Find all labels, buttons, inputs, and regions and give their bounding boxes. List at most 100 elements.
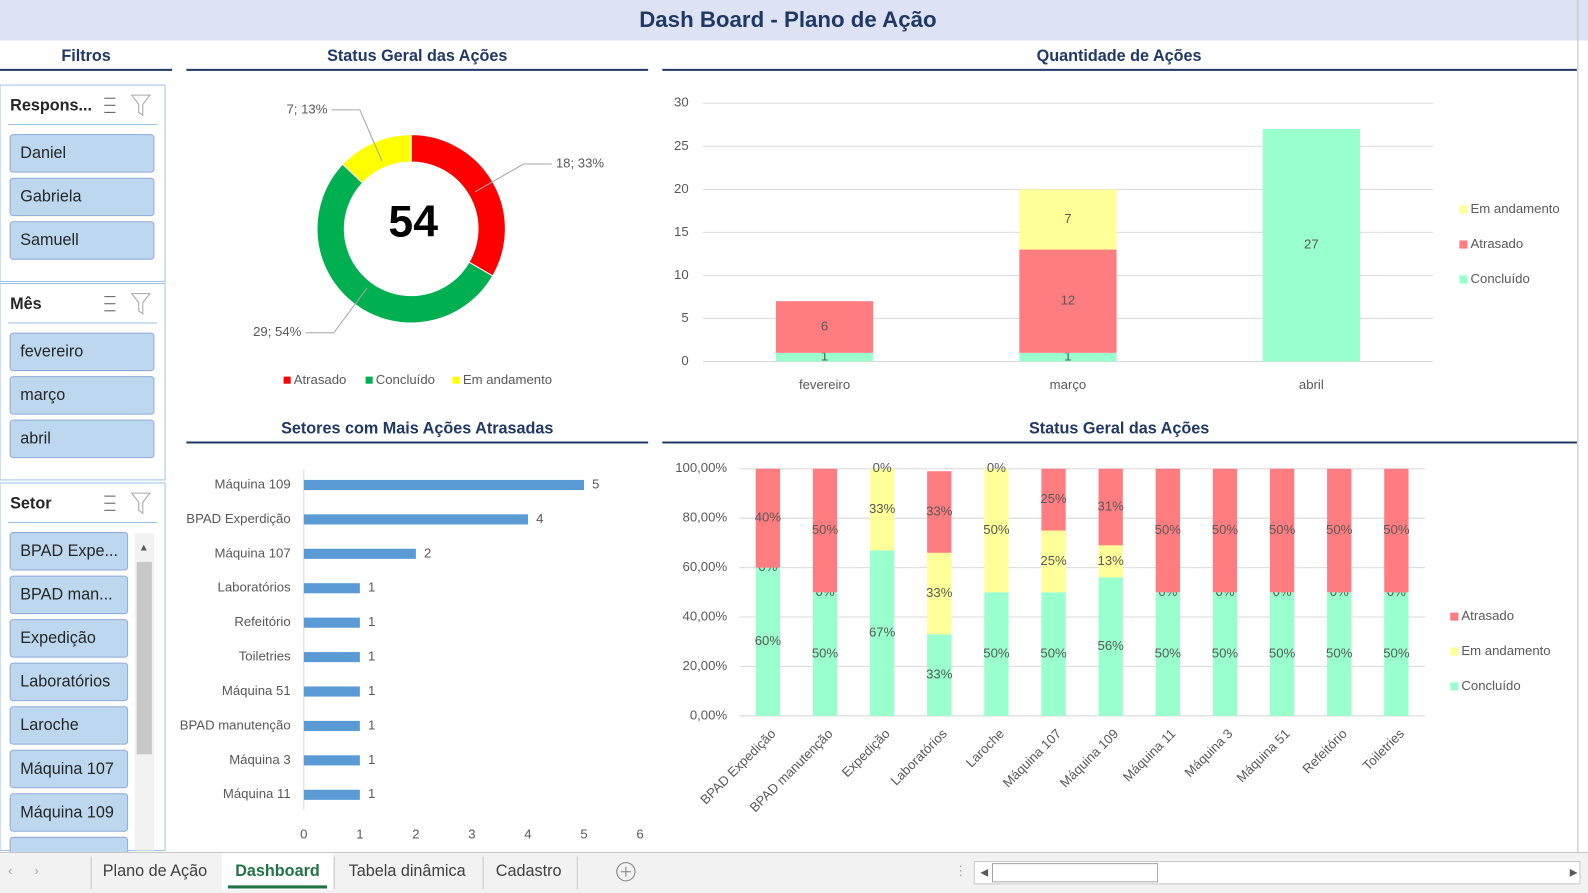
data-label: 1 [821,349,828,364]
slicer-item-label: Gabriela [20,188,81,206]
slicer-item[interactable] [9,662,129,702]
slicer-item[interactable] [9,793,129,832]
h-scroll-thumb[interactable] [991,863,1159,883]
bar-segment [1269,468,1295,593]
slicer-item-label: Expedição [20,629,96,647]
bar-segment [812,592,838,716]
slicer-item-label: BPAD man... [20,586,112,604]
slicer-item[interactable] [9,177,155,217]
y-tick-label: Máquina 51 [222,683,291,698]
bar-segment [1327,592,1352,716]
x-tick-label: março [1050,377,1087,392]
slicer-item[interactable] [9,134,155,173]
bar-segment [755,468,781,568]
slicer-item[interactable] [9,376,155,415]
header-band [0,0,1588,41]
y-tick-label: 10 [674,267,689,282]
add-sheet[interactable] [616,862,636,882]
legend-swatch [1450,682,1459,691]
x-tick-label: abril [1299,377,1324,392]
bar-segment [1384,468,1409,593]
sheet-tab[interactable]: Plano de Ação [103,862,207,880]
legend-label: Em andamento [1461,643,1550,658]
y-tick-label: 20,00% [683,658,728,673]
y-tick-label: Refeitório [234,614,290,629]
slicer-item-label: Samuell [20,231,78,249]
slicer-scroll-up[interactable]: ▲ [139,542,149,553]
legend-swatch [365,376,373,384]
h-scroll-left[interactable]: ◀ [980,867,988,878]
data-label: 1 [368,752,375,767]
splitter[interactable]: ⋮ [954,863,967,878]
data-label: 18; 33% [556,155,605,170]
sheet-tab[interactable]: Dashboard [235,862,320,880]
bar-segment [812,468,838,593]
slicer-item-label: Máquina 107 [20,760,114,778]
y-tick-label: 80,00% [683,510,728,525]
data-label: 50% [1212,522,1239,537]
slicer-item-label: Laboratórios [20,673,110,691]
sheet-tab[interactable]: Cadastro [496,862,562,880]
y-tick-label: Máquina 3 [229,752,290,767]
data-label: 25% [1040,491,1067,506]
data-label: 50% [1326,522,1353,537]
x-tick-label: 6 [636,827,643,842]
y-tick-label: BPAD manutenção [180,717,291,732]
bar-segment [927,471,952,553]
legend-swatch [1450,647,1459,656]
legend-label: Concluído [1461,678,1520,693]
x-tick-label: Máquina 11 [1120,726,1179,785]
slicer-item[interactable] [9,706,129,745]
data-label: 29; 54% [253,324,302,339]
slicer-scroll-thumb[interactable] [136,561,152,755]
clear-filter-icon[interactable] [130,492,151,515]
slicer-item-label: março [20,386,65,404]
data-label: 0% [873,460,892,475]
bar-segment [927,552,952,635]
clear-filter-icon[interactable] [130,94,151,117]
donut-total: 54 [388,198,438,247]
data-label: 50% [983,646,1010,661]
bar-segment [1269,592,1295,716]
y-tick-label: Máquina 107 [215,545,291,560]
sheet-tab[interactable]: Tabela dinâmica [349,862,466,880]
slicer-item[interactable] [9,221,155,260]
data-label: 50% [1040,646,1067,661]
x-tick-label: 2 [412,827,419,842]
data-label: 50% [1383,522,1410,537]
bar-segment [1019,189,1117,250]
bar-segment [1098,577,1123,716]
scroll-right[interactable]: › [34,863,38,878]
slicer-item[interactable] [9,575,129,615]
slicer-item[interactable] [9,619,129,658]
data-label: 60% [755,633,782,648]
x-tick-label: Laboratórios [888,726,951,789]
scroll-left[interactable]: ‹ [8,863,12,878]
bar-segment [1262,129,1360,362]
slicer-title: Mês [10,295,42,313]
y-tick-label: 5 [681,310,688,325]
bar-segment [1041,592,1066,716]
x-tick-label: Máquina 3 [1182,726,1236,780]
data-label: 1 [368,717,375,732]
bar-segment [775,352,874,362]
clear-filter-icon[interactable] [130,293,151,315]
y-tick-label: Laboratórios [218,580,292,595]
bar-segment [1041,530,1066,593]
bar-segment [869,468,895,551]
data-label: 6 [821,318,828,333]
h-scroll-right[interactable]: ▶ [1570,867,1578,878]
y-tick-label: 15 [674,224,689,239]
data-label: 33% [926,585,953,600]
y-tick-label: Máquina 11 [223,786,291,801]
active-tab-bg [221,853,334,890]
slicer-item[interactable] [9,332,155,372]
y-tick-label: Toiletries [239,649,291,664]
slicer-item[interactable] [9,749,129,789]
slicer-item[interactable] [9,419,155,459]
data-label: 33% [926,503,953,518]
y-tick-label: 0 [681,353,688,368]
slicer-item[interactable] [9,532,129,571]
legend-swatch [1459,240,1468,249]
